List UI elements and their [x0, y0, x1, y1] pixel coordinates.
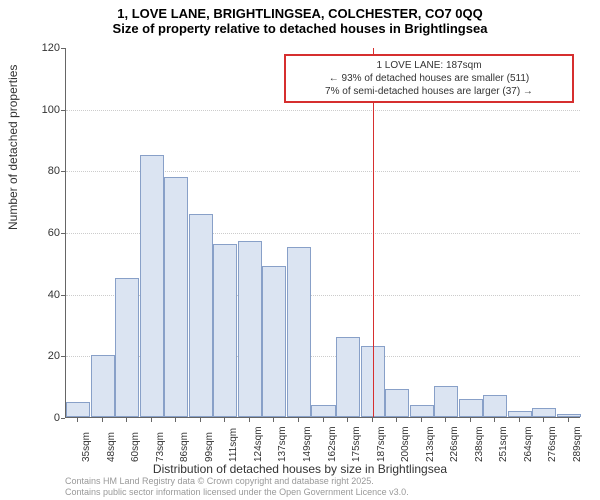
histogram-bar [336, 337, 360, 417]
histogram-bar [164, 177, 188, 418]
x-tick-label: 35sqm [81, 432, 92, 462]
chart-title-block: 1, LOVE LANE, BRIGHTLINGSEA, COLCHESTER,… [0, 0, 600, 36]
histogram-bar [483, 395, 507, 417]
x-tick-label: 276sqm [547, 426, 558, 462]
y-axis-label: Number of detached properties [6, 65, 20, 230]
gridline [66, 110, 580, 111]
histogram-bar [287, 247, 311, 417]
x-tick-mark [568, 418, 569, 422]
x-tick-mark [77, 418, 78, 422]
annotation-callout: 1 LOVE LANE: 187sqm ← 93% of detached ho… [284, 54, 574, 103]
y-tick-label: 0 [30, 412, 60, 424]
x-tick-label: 149sqm [302, 426, 313, 462]
x-tick-mark [273, 418, 274, 422]
histogram-bar [532, 408, 556, 417]
x-tick-label: 99sqm [204, 432, 215, 462]
y-tick-label: 60 [30, 227, 60, 239]
footer-line1: Contains HM Land Registry data © Crown c… [65, 476, 409, 487]
x-tick-mark [494, 418, 495, 422]
x-tick-mark [347, 418, 348, 422]
reference-line [373, 48, 374, 417]
footer-line2: Contains public sector information licen… [65, 487, 409, 498]
histogram-bar [311, 405, 335, 417]
x-tick-label: 175sqm [351, 426, 362, 462]
histogram-bar [262, 266, 286, 417]
y-tick-label: 40 [30, 289, 60, 301]
x-tick-label: 73sqm [155, 432, 166, 462]
histogram-bar [115, 278, 139, 417]
y-tick-label: 120 [30, 42, 60, 54]
x-tick-label: 213sqm [425, 426, 436, 462]
histogram-bar [66, 402, 90, 417]
x-tick-label: 48sqm [106, 432, 117, 462]
x-tick-label: 111sqm [228, 428, 239, 462]
x-tick-mark [151, 418, 152, 422]
x-tick-mark [224, 418, 225, 422]
x-tick-mark [372, 418, 373, 422]
histogram-bar [238, 241, 262, 417]
histogram-bar [459, 399, 483, 418]
x-tick-label: 162sqm [327, 426, 338, 462]
x-tick-mark [519, 418, 520, 422]
histogram-bar [508, 411, 532, 417]
x-tick-label: 251sqm [498, 426, 509, 462]
y-tick-mark [61, 418, 65, 419]
footer-attribution: Contains HM Land Registry data © Crown c… [65, 476, 409, 498]
histogram-bar [434, 386, 458, 417]
histogram-bar [189, 214, 213, 418]
histogram-bar [410, 405, 434, 417]
plot-area: 1 LOVE LANE: 187sqm ← 93% of detached ho… [65, 48, 580, 418]
histogram-bar [385, 389, 409, 417]
x-tick-label: 124sqm [253, 426, 264, 462]
histogram-bar [557, 414, 581, 417]
x-tick-mark [421, 418, 422, 422]
x-tick-label: 226sqm [449, 426, 460, 462]
annotation-line3: 7% of semi-detached houses are larger (3… [292, 85, 566, 98]
x-tick-mark [175, 418, 176, 422]
histogram-bar [213, 244, 237, 417]
histogram-bar [91, 355, 115, 417]
x-tick-label: 60sqm [130, 432, 141, 462]
x-tick-label: 187sqm [376, 426, 387, 462]
histogram-bar [140, 155, 164, 417]
x-tick-label: 86sqm [179, 432, 190, 462]
x-tick-mark [445, 418, 446, 422]
x-tick-label: 238sqm [474, 426, 485, 462]
x-tick-mark [470, 418, 471, 422]
x-tick-mark [298, 418, 299, 422]
title-line1: 1, LOVE LANE, BRIGHTLINGSEA, COLCHESTER,… [0, 6, 600, 21]
x-tick-label: 264sqm [523, 426, 534, 462]
y-tick-label: 20 [30, 350, 60, 362]
x-tick-mark [323, 418, 324, 422]
chart-container: 1, LOVE LANE, BRIGHTLINGSEA, COLCHESTER,… [0, 0, 600, 500]
y-tick-label: 100 [30, 104, 60, 116]
title-line2: Size of property relative to detached ho… [0, 21, 600, 36]
x-tick-mark [200, 418, 201, 422]
x-tick-mark [396, 418, 397, 422]
x-tick-label: 289sqm [572, 426, 583, 462]
x-tick-mark [102, 418, 103, 422]
x-tick-mark [543, 418, 544, 422]
y-tick-label: 80 [30, 165, 60, 177]
x-tick-mark [126, 418, 127, 422]
annotation-line2: ← 93% of detached houses are smaller (51… [292, 72, 566, 85]
x-tick-label: 200sqm [400, 426, 411, 462]
annotation-line1: 1 LOVE LANE: 187sqm [292, 59, 566, 72]
x-axis-label: Distribution of detached houses by size … [0, 462, 600, 476]
x-tick-label: 137sqm [277, 426, 288, 462]
x-tick-mark [249, 418, 250, 422]
